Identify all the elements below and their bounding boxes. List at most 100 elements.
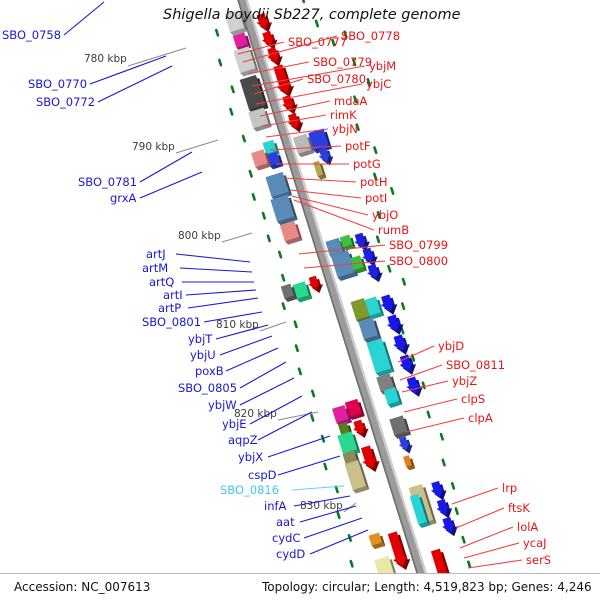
gene-label[interactable]: lolA [517, 520, 538, 534]
gene-label[interactable]: cydD [276, 547, 305, 561]
gene-label[interactable]: clpS [461, 392, 485, 406]
gene-feature[interactable] [358, 317, 382, 343]
gene-label[interactable]: artM [142, 261, 168, 275]
gene-label[interactable]: SBO_0779 [313, 55, 372, 69]
gene-feature[interactable] [270, 194, 298, 226]
gene-feature[interactable] [360, 445, 380, 472]
genome-axis[interactable] [225, 0, 435, 600]
gene-label[interactable]: artP [158, 301, 181, 315]
gene-feature[interactable] [308, 128, 332, 154]
gene-label[interactable]: mdaA [334, 94, 368, 108]
gene-feature[interactable] [224, 9, 248, 36]
gene-feature[interactable] [430, 548, 454, 588]
gene-feature[interactable] [233, 46, 259, 77]
gene-label[interactable]: potG [353, 157, 381, 171]
gene-label[interactable]: potI [365, 191, 387, 205]
gene-feature[interactable] [352, 419, 369, 438]
gene-label[interactable]: cydC [272, 531, 300, 545]
gene-label[interactable]: ftsK [508, 501, 530, 515]
gene-feature[interactable] [318, 147, 334, 166]
gene-label[interactable]: ybjZ [452, 374, 477, 388]
gene-feature[interactable] [279, 220, 303, 245]
gene-feature[interactable] [383, 387, 403, 408]
gene-label[interactable]: ybjO [372, 208, 398, 222]
gene-label[interactable]: SBO_0816 [220, 483, 279, 497]
gene-label[interactable]: ybjD [438, 339, 464, 353]
gene-label[interactable]: ycaJ [523, 536, 547, 550]
gene-feature[interactable] [267, 46, 283, 67]
gene-label[interactable]: artI [163, 288, 183, 302]
gene-label[interactable]: aat [276, 515, 295, 529]
gene-label[interactable]: ybjX [238, 450, 263, 464]
gene-feature[interactable] [292, 281, 313, 303]
gene-label[interactable]: SBO_0811 [446, 358, 505, 372]
gene-label[interactable]: SBO_0800 [389, 254, 448, 268]
gene-label[interactable]: SBO_0778 [341, 29, 400, 43]
gene-label[interactable]: ybjT [188, 332, 213, 346]
gene-feature[interactable] [380, 294, 398, 315]
gene-label[interactable]: lrp [502, 481, 517, 495]
gene-label[interactable]: aqpZ [228, 433, 258, 447]
gene-feature[interactable] [368, 532, 386, 549]
gene-feature[interactable] [261, 30, 278, 50]
gene-label[interactable]: SBO_0781 [78, 175, 137, 189]
gene-feature[interactable] [436, 498, 453, 519]
gene-label[interactable]: ybjU [190, 348, 216, 362]
gene-label[interactable]: ybjW [208, 398, 237, 412]
gene-label[interactable]: artJ [146, 247, 166, 261]
gene-feature[interactable] [350, 255, 367, 274]
gene-feature[interactable] [364, 296, 385, 320]
gene-feature[interactable] [332, 405, 353, 427]
gene-feature[interactable] [339, 234, 356, 251]
gene-feature[interactable] [393, 334, 410, 355]
gene-label[interactable]: ybjC [366, 77, 391, 91]
gene-label[interactable]: SBO_0772 [36, 95, 95, 109]
gene-feature[interactable] [430, 480, 447, 501]
gene-label[interactable]: rumB [378, 223, 409, 237]
gene-feature[interactable] [308, 275, 323, 293]
gene-feature[interactable] [409, 493, 431, 528]
gene-feature[interactable] [251, 149, 272, 171]
gene-label[interactable]: rimK [330, 108, 357, 122]
gene-feature[interactable] [280, 283, 298, 302]
gene-label-layer[interactable]: SBO_0758 SBO_0770 SBO_0772 SBO_0781 grxA artJ… [2, 28, 551, 567]
gene-feature[interactable] [256, 12, 273, 33]
gene-feature[interactable] [387, 531, 411, 570]
gene-label[interactable]: SBO_0770 [28, 77, 87, 91]
gene-feature[interactable] [387, 314, 404, 335]
gene-label[interactable]: grxA [110, 191, 137, 205]
gene-feature[interactable] [406, 376, 423, 397]
gene-feature[interactable] [367, 263, 383, 283]
gene-feature[interactable] [442, 516, 458, 537]
gene-feature[interactable] [273, 64, 295, 98]
gene-feature[interactable] [389, 415, 411, 439]
gene-feature[interactable] [366, 338, 395, 377]
gene-feature-layer[interactable] [224, 9, 458, 600]
gene-label[interactable]: potH [360, 175, 388, 189]
gene-feature[interactable] [374, 555, 405, 600]
gene-label[interactable]: serS [526, 553, 551, 567]
gene-label[interactable]: infA [264, 499, 287, 513]
gene-label[interactable]: artQ [149, 275, 174, 289]
gene-feature[interactable] [313, 160, 327, 180]
gene-feature[interactable] [398, 436, 413, 454]
gene-label[interactable]: potF [345, 139, 370, 153]
gene-label[interactable]: ybjM [369, 59, 396, 73]
gene-feature[interactable] [265, 171, 293, 201]
gene-label[interactable]: cspD [248, 468, 277, 482]
gene-feature[interactable] [344, 460, 370, 494]
gene-feature[interactable] [403, 455, 416, 471]
gene-label[interactable]: SBO_0758 [2, 28, 61, 42]
gene-label[interactable]: clpA [468, 411, 493, 425]
gene-label[interactable]: poxB [195, 364, 224, 378]
gene-label[interactable]: SBO_0799 [389, 238, 448, 252]
gene-label[interactable]: SBO_0777 [288, 35, 347, 49]
gene-label[interactable]: SBO_0801 [142, 315, 201, 329]
gene-feature[interactable] [399, 354, 417, 375]
gene-label[interactable]: ybjE [222, 417, 247, 431]
gene-label[interactable]: SBO_0780 [307, 72, 366, 86]
gene-feature[interactable] [287, 112, 304, 133]
gene-label[interactable]: SBO_0805 [178, 381, 237, 395]
